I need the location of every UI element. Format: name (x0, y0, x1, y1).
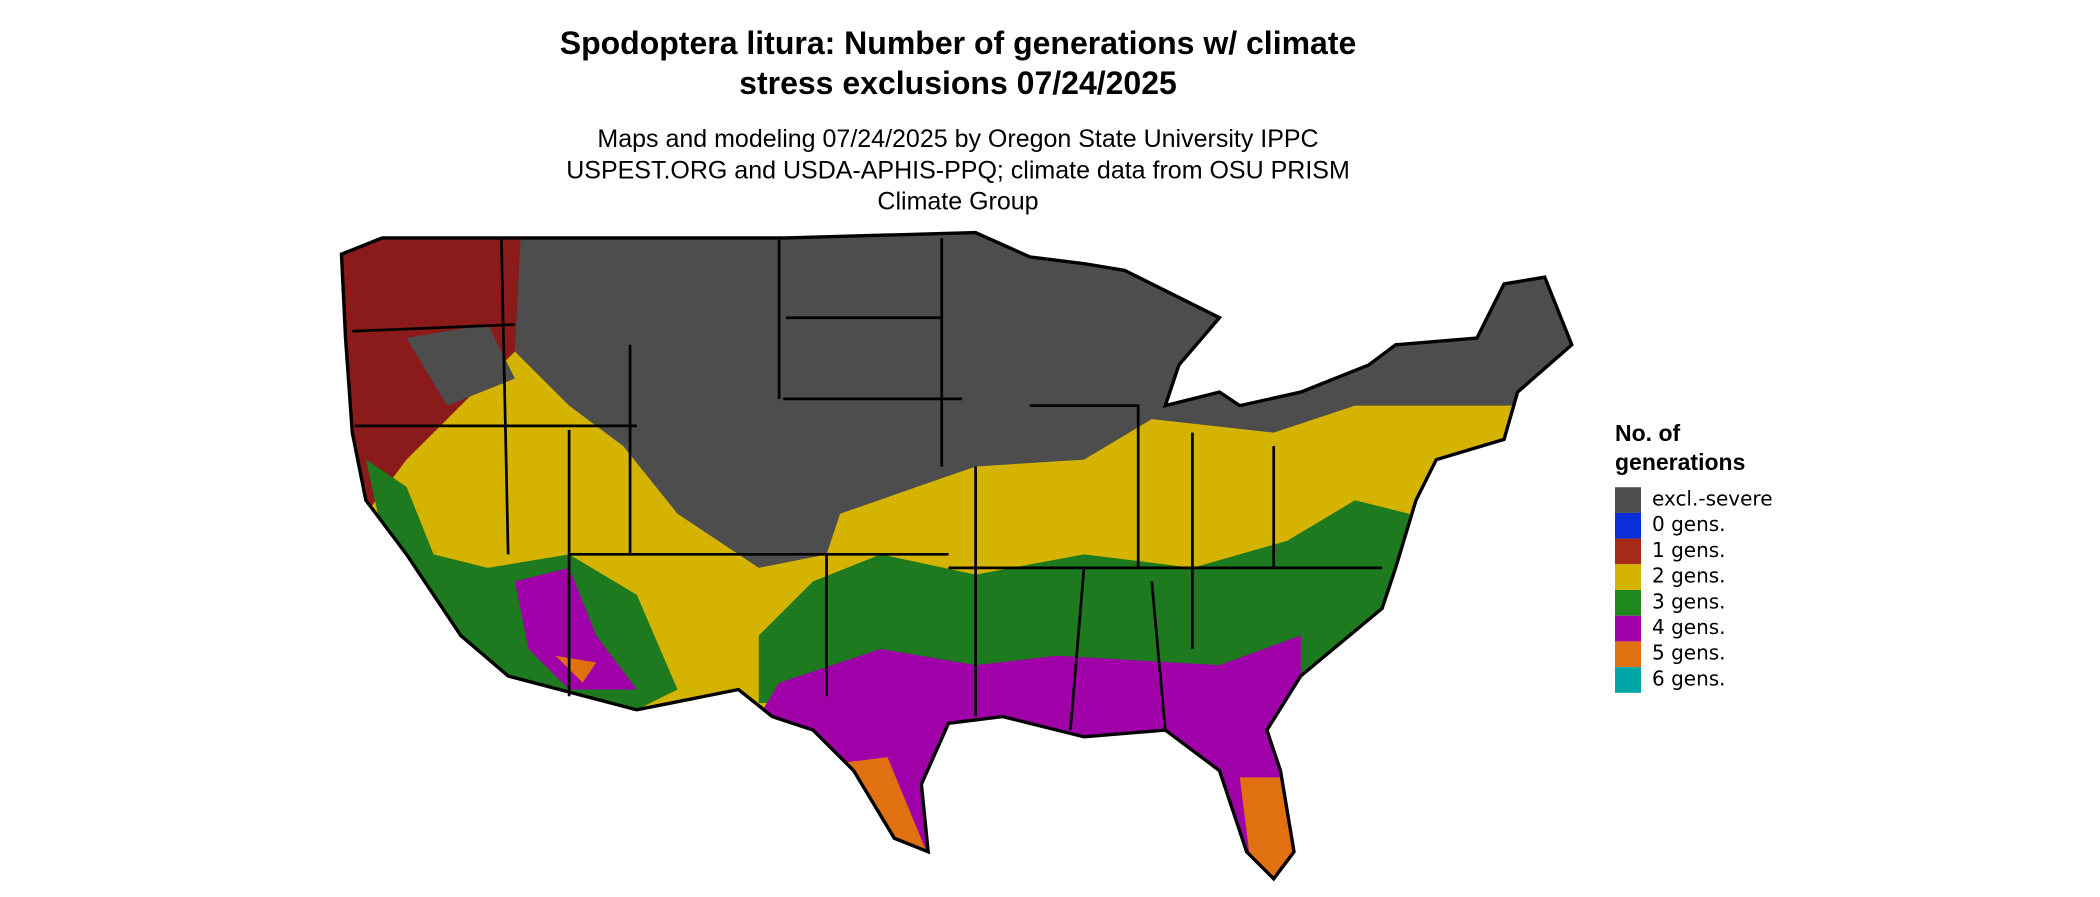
legend-swatch (1615, 641, 1641, 668)
legend-swatch (1615, 590, 1641, 616)
legend-title: No. of generations (1615, 420, 1745, 475)
legend-swatch (1615, 615, 1641, 642)
legend-label: 4 gens. (1652, 615, 1726, 639)
legend-swatch (1615, 538, 1641, 565)
legend-swatch (1615, 564, 1641, 590)
map-fill (341, 232, 1572, 879)
legend-label: excl.-severe (1652, 487, 1773, 511)
legend-swatch (1615, 487, 1641, 513)
legend-label: 3 gens. (1652, 589, 1726, 613)
legend-swatch (1615, 512, 1641, 539)
legend-label: 1 gens. (1652, 538, 1726, 562)
legend-label: 5 gens. (1652, 641, 1726, 665)
legend-swatch (1615, 667, 1641, 693)
map-subtitle: Maps and modeling 07/24/2025 by Oregon S… (566, 125, 1350, 216)
state-lines (352, 237, 1383, 731)
legend-label: 0 gens. (1652, 512, 1726, 536)
legend-label: 2 gens. (1652, 564, 1726, 588)
map (339, 230, 1574, 881)
legend-label: 6 gens. (1652, 666, 1726, 690)
map-title: Spodoptera litura: Number of generations… (560, 25, 1357, 101)
